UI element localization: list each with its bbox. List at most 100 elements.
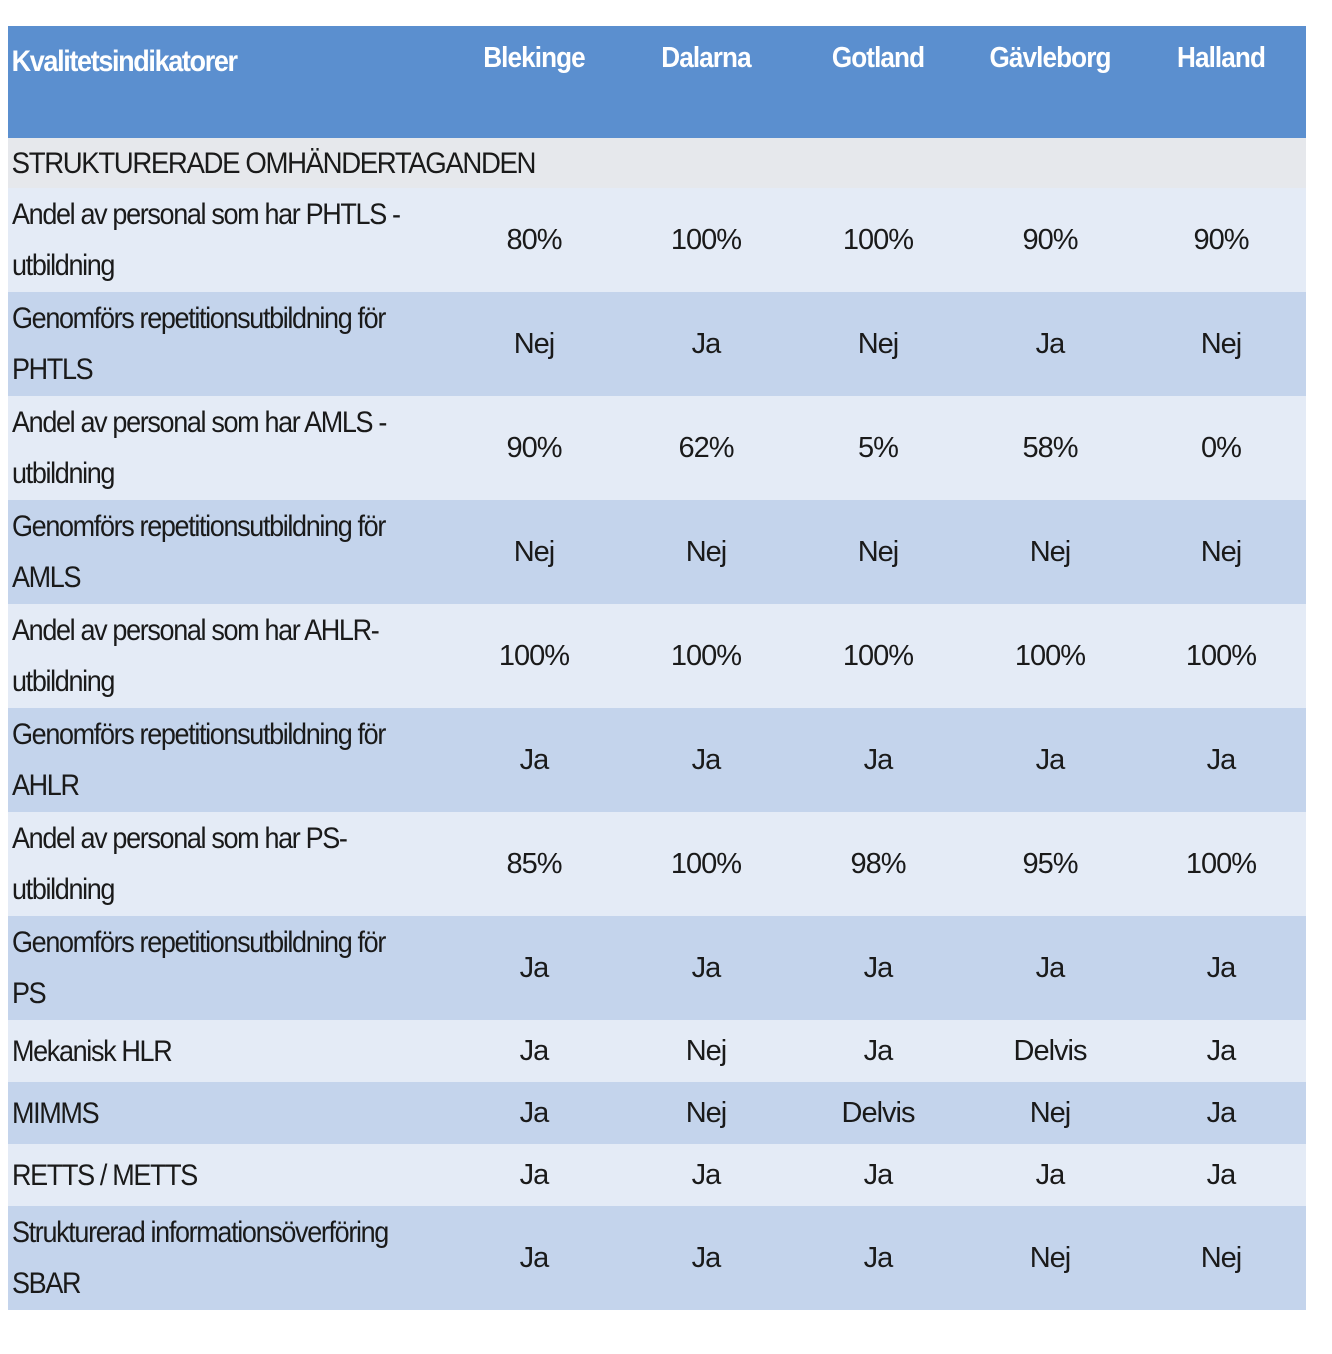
- section-heading-row: STRUKTURERADE OMHÄNDERTAGANDEN: [8, 138, 1306, 188]
- indicator-label-text: Andel av personal som har PHTLS - utbild…: [12, 198, 401, 282]
- value-cell: 80%: [506, 223, 562, 256]
- value-cell: Ja: [1035, 951, 1066, 984]
- table-row: Mekanisk HLR Ja Nej Ja Delvis Ja: [8, 1020, 1306, 1082]
- table-row: Genomförs repetitionsutbildning för AHLR…: [8, 708, 1306, 812]
- table-row: Genomförs repetitionsutbildning för PS Ja…: [8, 916, 1306, 1020]
- table-row: Andel av personal som har PS- utbildning…: [8, 812, 1306, 916]
- value-cell: Nej: [685, 1034, 728, 1067]
- indicator-label: Strukturerad informationsöverföring SBAR: [8, 1206, 448, 1310]
- value-cell: Ja: [691, 1241, 722, 1274]
- value-cell: Nej: [513, 535, 556, 568]
- value-cell: 100%: [842, 639, 914, 672]
- table-row: Strukturerad informationsöverföring SBAR…: [8, 1206, 1306, 1310]
- indicator-label: Andel av personal som har PHTLS - utbild…: [8, 188, 448, 292]
- value-cell: Ja: [691, 951, 722, 984]
- value-cell: Nej: [857, 327, 900, 360]
- value-cell: Nej: [857, 535, 900, 568]
- value-cell: 100%: [1014, 639, 1086, 672]
- value-cell: Ja: [1206, 1096, 1237, 1129]
- value-cell: 100%: [670, 847, 742, 880]
- indicator-label-text: Genomförs repetitionsutbildning för PS: [12, 926, 386, 1010]
- table-row: Andel av personal som har AMLS - utbildn…: [8, 396, 1306, 500]
- value-cell: Ja: [1035, 743, 1066, 776]
- value-cell: Nej: [513, 327, 556, 360]
- indicator-label-text: Andel av personal som har PS- utbildning: [12, 822, 348, 906]
- value-cell: 100%: [670, 223, 742, 256]
- indicator-label: Mekanisk HLR: [8, 1020, 448, 1082]
- value-cell: 58%: [1022, 431, 1078, 464]
- value-cell: 85%: [506, 847, 562, 880]
- region-header-halland: Halland: [1177, 42, 1266, 74]
- value-cell: 5%: [858, 431, 899, 464]
- indicator-label: Andel av personal som har AHLR- utbildni…: [8, 604, 448, 708]
- value-cell: Ja: [519, 1241, 550, 1274]
- value-cell: 98%: [850, 847, 906, 880]
- value-cell: Nej: [1200, 327, 1243, 360]
- indicator-label-text: Strukturerad informationsöverföring SBAR: [12, 1216, 389, 1300]
- section-heading: STRUKTURERADE OMHÄNDERTAGANDEN: [11, 146, 537, 180]
- value-cell: Nej: [1029, 1096, 1072, 1129]
- value-cell: Ja: [1206, 1034, 1237, 1067]
- indicator-label-text: Andel av personal som har AHLR- utbildni…: [12, 614, 380, 698]
- table-row: Andel av personal som har AHLR- utbildni…: [8, 604, 1306, 708]
- value-cell: 90%: [1193, 223, 1249, 256]
- indicator-label: Genomförs repetitionsutbildning för PHTL…: [8, 292, 448, 396]
- value-cell: Ja: [519, 1034, 550, 1067]
- indicator-label: Andel av personal som har PS- utbildning: [8, 812, 448, 916]
- value-cell: Ja: [1206, 951, 1237, 984]
- value-cell: Nej: [1029, 1241, 1072, 1274]
- value-cell: 90%: [1022, 223, 1078, 256]
- value-cell: Nej: [1200, 535, 1243, 568]
- table-row: Genomförs repetitionsutbildning för AMLS…: [8, 500, 1306, 604]
- value-cell: Ja: [691, 743, 722, 776]
- value-cell: Nej: [1200, 1241, 1243, 1274]
- value-cell: Ja: [519, 951, 550, 984]
- value-cell: 95%: [1022, 847, 1078, 880]
- indicator-label: RETTS / METTS: [8, 1144, 448, 1206]
- value-cell: 90%: [506, 431, 562, 464]
- indicator-label-text: Genomförs repetitionsutbildning för AMLS: [12, 510, 386, 594]
- indicator-label-text: Genomförs repetitionsutbildning för AHLR: [12, 718, 386, 802]
- value-cell: 100%: [842, 223, 914, 256]
- region-header-gavleborg: Gävleborg: [989, 42, 1112, 74]
- value-cell: Delvis: [841, 1096, 916, 1129]
- region-header-dalarna: Dalarna: [661, 42, 751, 74]
- table-row: Andel av personal som har PHTLS - utbild…: [8, 188, 1306, 292]
- value-cell: Nej: [1029, 535, 1072, 568]
- value-cell: Delvis: [1013, 1034, 1088, 1067]
- table-row: MIMMS Ja Nej Delvis Nej Ja: [8, 1082, 1306, 1144]
- indicator-label-text: Mekanisk HLR: [12, 1034, 173, 1068]
- indicator-label: Genomförs repetitionsutbildning för AMLS: [8, 500, 448, 604]
- indicator-label: MIMMS: [8, 1082, 448, 1144]
- indicator-label-text: Genomförs repetitionsutbildning för PHTL…: [12, 302, 386, 386]
- value-cell: Ja: [863, 951, 894, 984]
- indicator-label-text: RETTS / METTS: [12, 1158, 198, 1192]
- quality-indicators-table: Kvalitetsindikatorer Blekinge Dalarna Go…: [8, 26, 1306, 1310]
- value-cell: Ja: [1035, 1158, 1066, 1191]
- indicator-label: Genomförs repetitionsutbildning för AHLR: [8, 708, 448, 812]
- indicator-label: Genomförs repetitionsutbildning för PS: [8, 916, 448, 1020]
- value-cell: Ja: [863, 1158, 894, 1191]
- value-cell: 100%: [1185, 847, 1257, 880]
- indicator-label-text: MIMMS: [12, 1096, 100, 1130]
- indicator-label-text: Andel av personal som har AMLS - utbildn…: [12, 406, 387, 490]
- indicator-column-header: Kvalitetsindikatorer: [11, 45, 238, 78]
- value-cell: 62%: [678, 431, 734, 464]
- value-cell: Ja: [863, 1034, 894, 1067]
- value-cell: Ja: [1206, 743, 1237, 776]
- value-cell: Ja: [863, 1241, 894, 1274]
- value-cell: 100%: [498, 639, 570, 672]
- value-cell: 100%: [670, 639, 742, 672]
- indicator-label: Andel av personal som har AMLS - utbildn…: [8, 396, 448, 500]
- region-header-gotland: Gotland: [831, 42, 925, 74]
- value-cell: Ja: [519, 743, 550, 776]
- value-cell: 0%: [1201, 431, 1242, 464]
- value-cell: Ja: [863, 743, 894, 776]
- value-cell: Ja: [691, 327, 722, 360]
- table-header-row: Kvalitetsindikatorer Blekinge Dalarna Go…: [8, 26, 1306, 138]
- table-row: RETTS / METTS Ja Ja Ja Ja Ja: [8, 1144, 1306, 1206]
- value-cell: Ja: [1035, 327, 1066, 360]
- table-row: Genomförs repetitionsutbildning för PHTL…: [8, 292, 1306, 396]
- value-cell: Nej: [685, 1096, 728, 1129]
- value-cell: Ja: [519, 1096, 550, 1129]
